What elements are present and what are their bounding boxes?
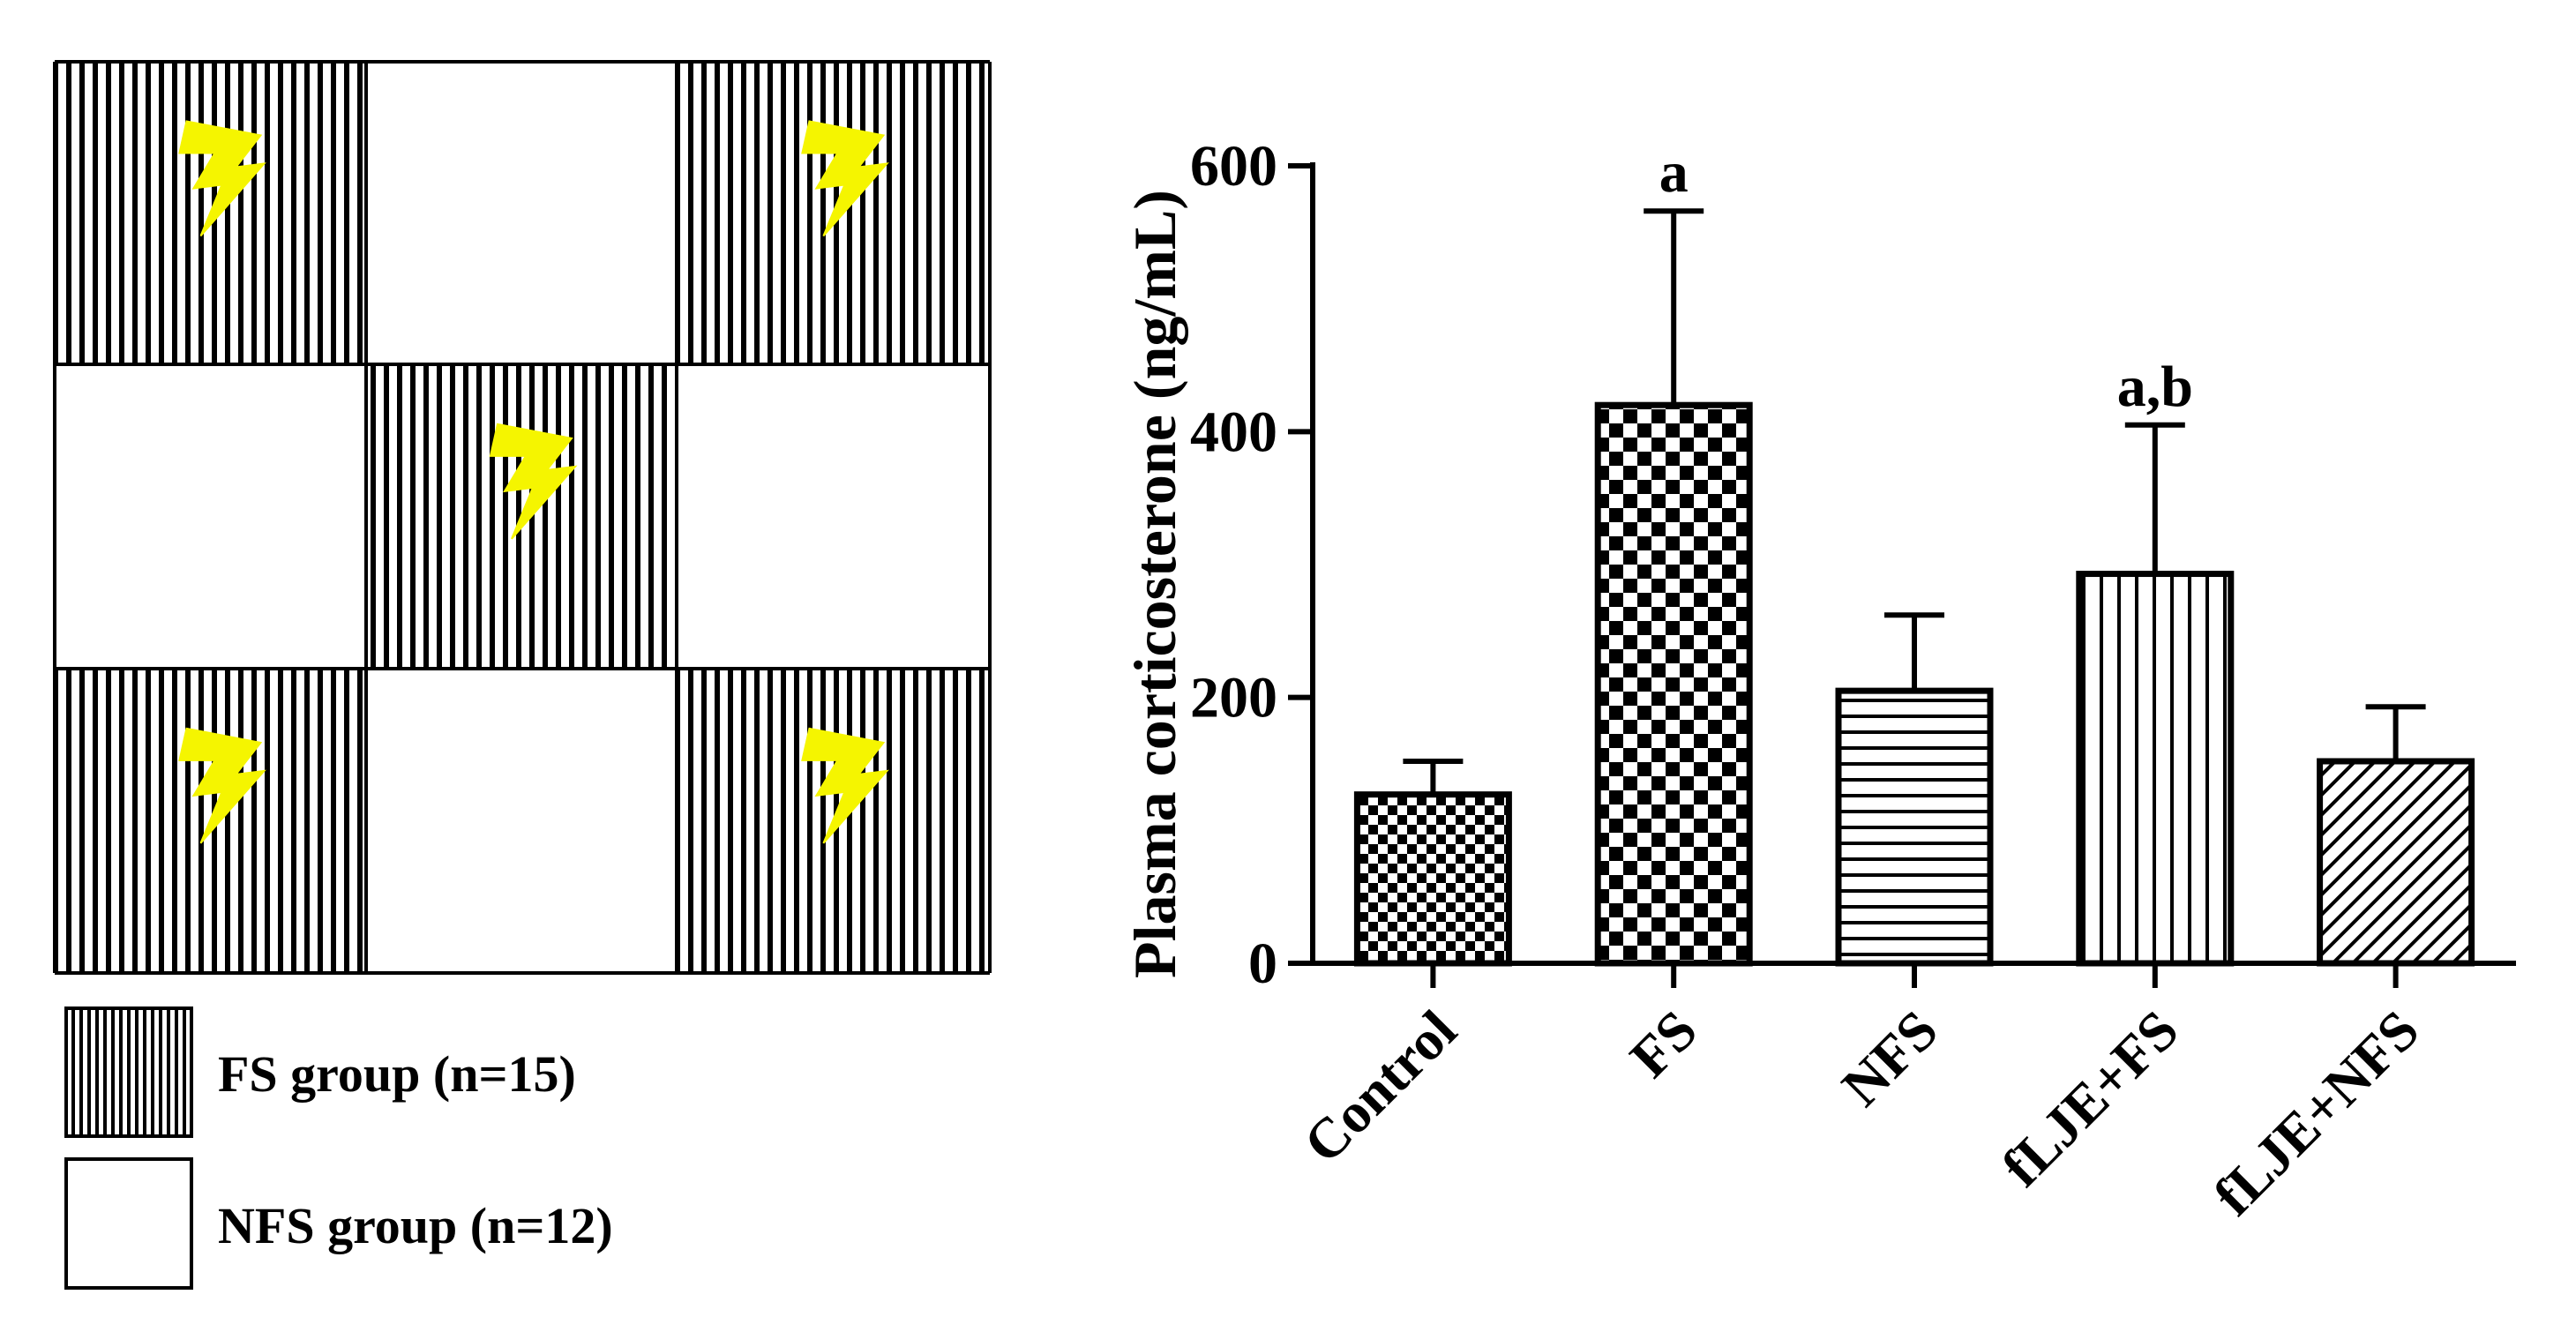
bar-fs <box>1594 401 1753 967</box>
x-tick-label: Control <box>1292 999 1468 1175</box>
x-tick-label: fLJE+FS <box>1990 999 2190 1199</box>
bar-nfs <box>1835 687 1994 967</box>
legend-label-nfs: NFS group (n=12) <box>218 1197 613 1254</box>
bars: a a,b <box>1353 140 2475 967</box>
x-axis: Control FS NFS fLJE+FS fLJE+NFS <box>1292 961 2516 1228</box>
bar-flje-nfs <box>2317 758 2475 967</box>
shock-grid-diagram <box>53 60 992 975</box>
y-tick-label: 200 <box>1190 666 1277 730</box>
grid-cell-nfs <box>55 364 366 669</box>
bar-flje-fs <box>2076 571 2235 967</box>
grid-cell-nfs <box>366 669 677 973</box>
y-tick-label: 400 <box>1190 400 1277 464</box>
lightning-bolt-icon <box>489 423 578 540</box>
diagram-legend: FS group (n=15) NFS group (n=12) <box>64 1006 613 1290</box>
x-tick-label: FS <box>1618 999 1709 1089</box>
lightning-bolt-icon <box>178 120 266 237</box>
lightning-bolt-icon <box>178 727 266 844</box>
bar-control <box>1353 791 1512 967</box>
significance-label: a <box>1659 140 1689 205</box>
significance-label: a,b <box>2117 355 2193 419</box>
lightning-bolt-icon <box>801 120 889 237</box>
y-axis: 0 200 400 600 <box>1190 134 1315 996</box>
x-tick-label: NFS <box>1830 999 1950 1119</box>
legend-swatch-nfs <box>64 1157 193 1290</box>
grid-cell-nfs <box>366 62 677 364</box>
x-tick-label: fLJE+NFS <box>2202 999 2431 1228</box>
legend-swatch-fs <box>64 1006 193 1138</box>
lightning-bolt-icon <box>801 727 889 844</box>
grid-cell-nfs <box>677 364 990 669</box>
y-tick-label: 0 <box>1248 932 1277 996</box>
legend-label-fs: FS group (n=15) <box>218 1045 576 1103</box>
y-axis-label: Plasma corticosterone (ng/mL) <box>1121 190 1188 978</box>
corticosterone-bar-chart: 0 200 400 600 Control FS NFS fLJE+FS fLJE+NFS a… <box>1121 134 2516 1227</box>
y-tick-label: 600 <box>1190 134 1277 198</box>
